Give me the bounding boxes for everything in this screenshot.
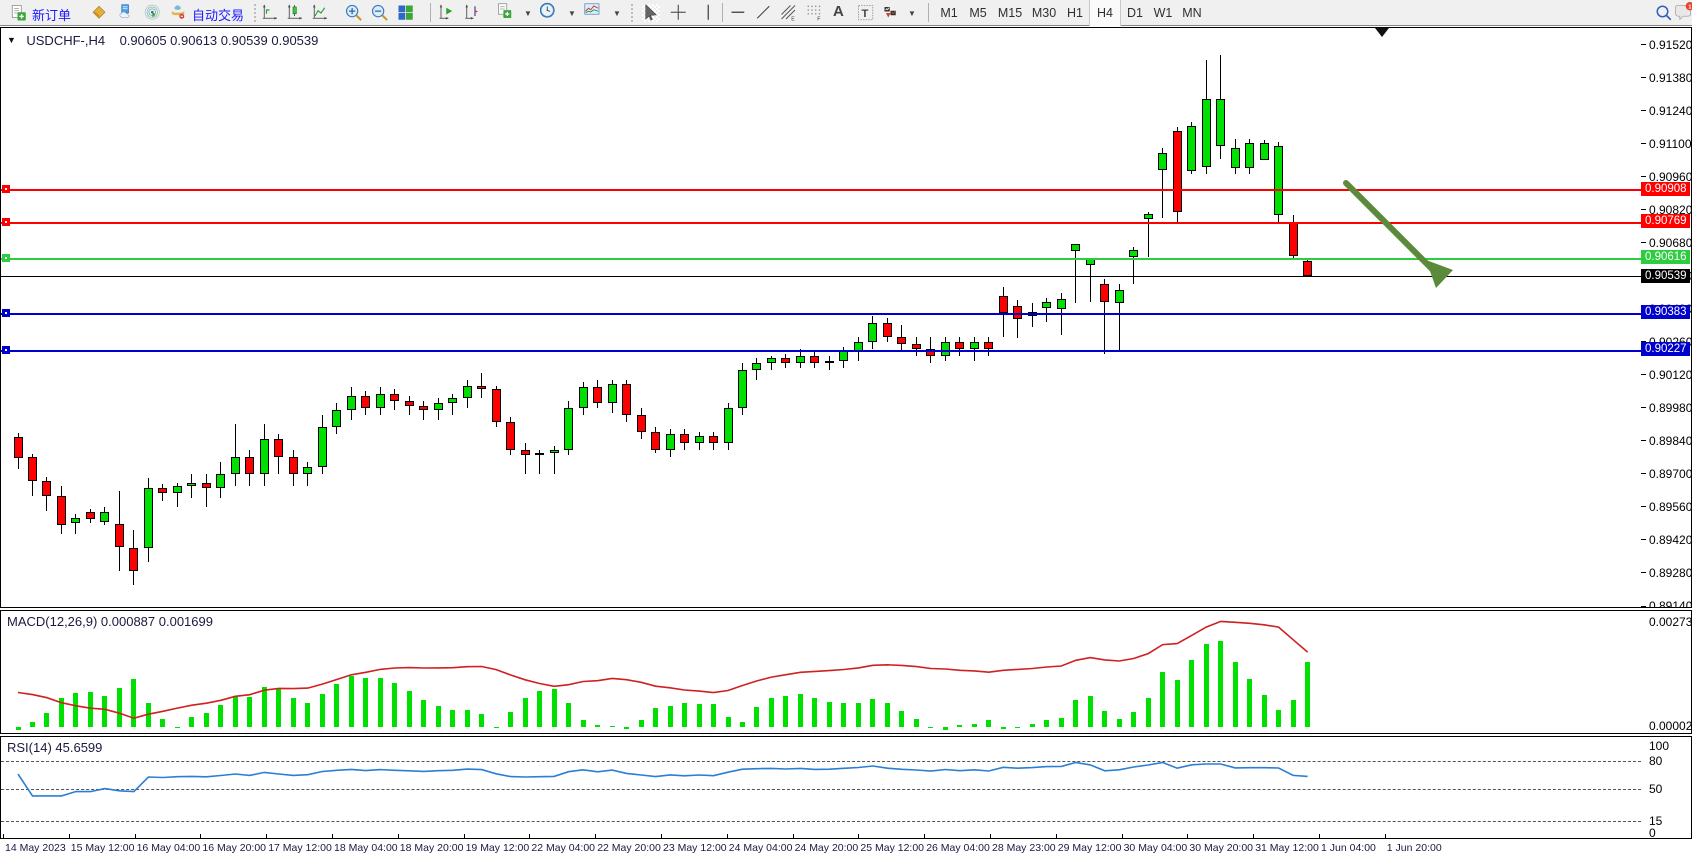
svg-text:F: F — [817, 17, 820, 23]
svg-text:E: E — [791, 17, 795, 23]
svg-text:T: T — [862, 8, 869, 20]
svg-text:1: 1 — [1688, 5, 1692, 11]
